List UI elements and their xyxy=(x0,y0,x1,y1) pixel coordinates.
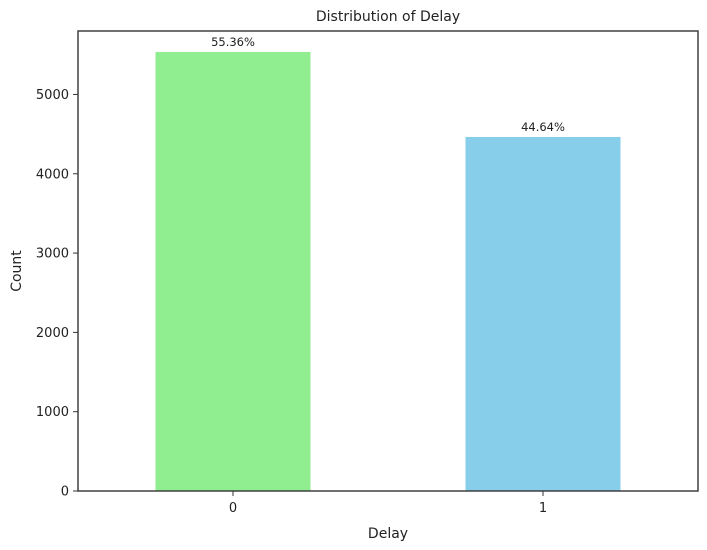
data-label-0: 55.36% xyxy=(211,35,255,49)
x-tick-label-0: 0 xyxy=(229,501,237,516)
y-tick-label-0: 0 xyxy=(61,485,69,500)
y-tick-label-1000: 1000 xyxy=(36,405,69,420)
plot-area-frame xyxy=(77,30,699,492)
y-tick-label-3000: 3000 xyxy=(36,247,69,262)
bars-group xyxy=(155,51,621,492)
data-label-1: 44.64% xyxy=(521,120,565,134)
y-tick-label-4000: 4000 xyxy=(36,167,69,182)
data-labels-group: 55.36% 44.64% xyxy=(211,35,565,134)
y-tick-label-2000: 2000 xyxy=(36,326,69,341)
y-axis-label: Count xyxy=(9,250,25,292)
x-tick-label-1: 1 xyxy=(539,501,547,516)
x-axis-label: Delay xyxy=(368,526,408,542)
bar-0 xyxy=(155,51,311,492)
y-tick-label-5000: 5000 xyxy=(36,88,69,103)
chart-title: Distribution of Delay xyxy=(316,9,460,25)
y-axis-ticks: 0 1000 2000 3000 4000 5000 xyxy=(36,88,78,500)
bar-1 xyxy=(465,136,621,491)
